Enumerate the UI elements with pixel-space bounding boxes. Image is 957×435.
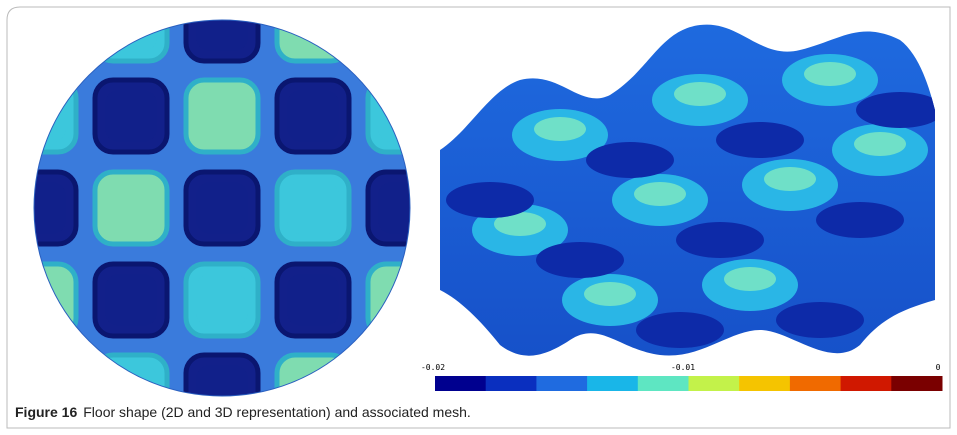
caption-text: Floor shape (2D and 3D representation) a… (83, 404, 471, 420)
plan-cell-core (105, 274, 157, 326)
surface-valley (676, 222, 764, 258)
plan-cell (34, 20, 79, 64)
colorbar-tick: -0.02 (421, 363, 445, 372)
colorbar-swatch (688, 376, 740, 391)
plan-cell-core (196, 20, 248, 51)
plan-cell-core (105, 90, 157, 142)
colorbar-swatch (485, 376, 537, 391)
surface-peak-top (584, 282, 636, 306)
surface-view (440, 24, 935, 356)
plan-view (34, 20, 410, 396)
colorbar: -0.02 -0.01 0 (421, 363, 943, 391)
surface-peak-top (674, 82, 726, 106)
surface-valley (536, 242, 624, 278)
caption-label: Figure 16 (15, 404, 77, 420)
plan-cell-core (196, 182, 248, 234)
surface-peak-top (764, 167, 816, 191)
colorbar-swatch (637, 376, 689, 391)
colorbar-swatch (536, 376, 588, 391)
surface-valley (856, 92, 935, 128)
surface-peak-top (854, 132, 906, 156)
surface-valley (716, 122, 804, 158)
plan-cell (92, 20, 170, 64)
plan-cell-core (34, 20, 66, 51)
surface-peak-top (494, 212, 546, 236)
plan-cell (365, 20, 410, 64)
plan-cell-core (378, 182, 410, 234)
plan-cell-core (287, 274, 339, 326)
plan-cell-core (378, 20, 410, 51)
colorbar-swatch (840, 376, 892, 391)
colorbar-tick: 0 (936, 363, 941, 372)
colorbar-swatch (435, 376, 487, 391)
plan-cell-core (196, 274, 248, 326)
plan-cell (274, 20, 352, 64)
surface-valley (776, 302, 864, 338)
colorbar-swatch (789, 376, 842, 391)
plan-cell-core (287, 182, 339, 234)
colorbar-tick: -0.01 (671, 363, 695, 372)
plan-cell-core (287, 90, 339, 142)
colorbar-swatch (739, 376, 791, 391)
plan-outline (33, 19, 411, 397)
colorbar-swatch (587, 376, 639, 391)
caption: Figure 16 Floor shape (2D and 3D represen… (15, 404, 471, 420)
surface-valley (816, 202, 904, 238)
plan-cell-core (196, 90, 248, 142)
surface-peak-top (634, 182, 686, 206)
plan-cell-core (196, 365, 248, 396)
surface-peak-top (534, 117, 586, 141)
frame (6, 6, 951, 429)
surface-valley (446, 182, 534, 218)
surface-valley (586, 142, 674, 178)
surface-peak-top (724, 267, 776, 291)
surface-valley (636, 312, 724, 348)
plan-cell-core (34, 182, 66, 234)
plan-cell-core (105, 182, 157, 234)
colorbar-swatch (891, 376, 943, 391)
surface-peak-top (804, 62, 856, 86)
